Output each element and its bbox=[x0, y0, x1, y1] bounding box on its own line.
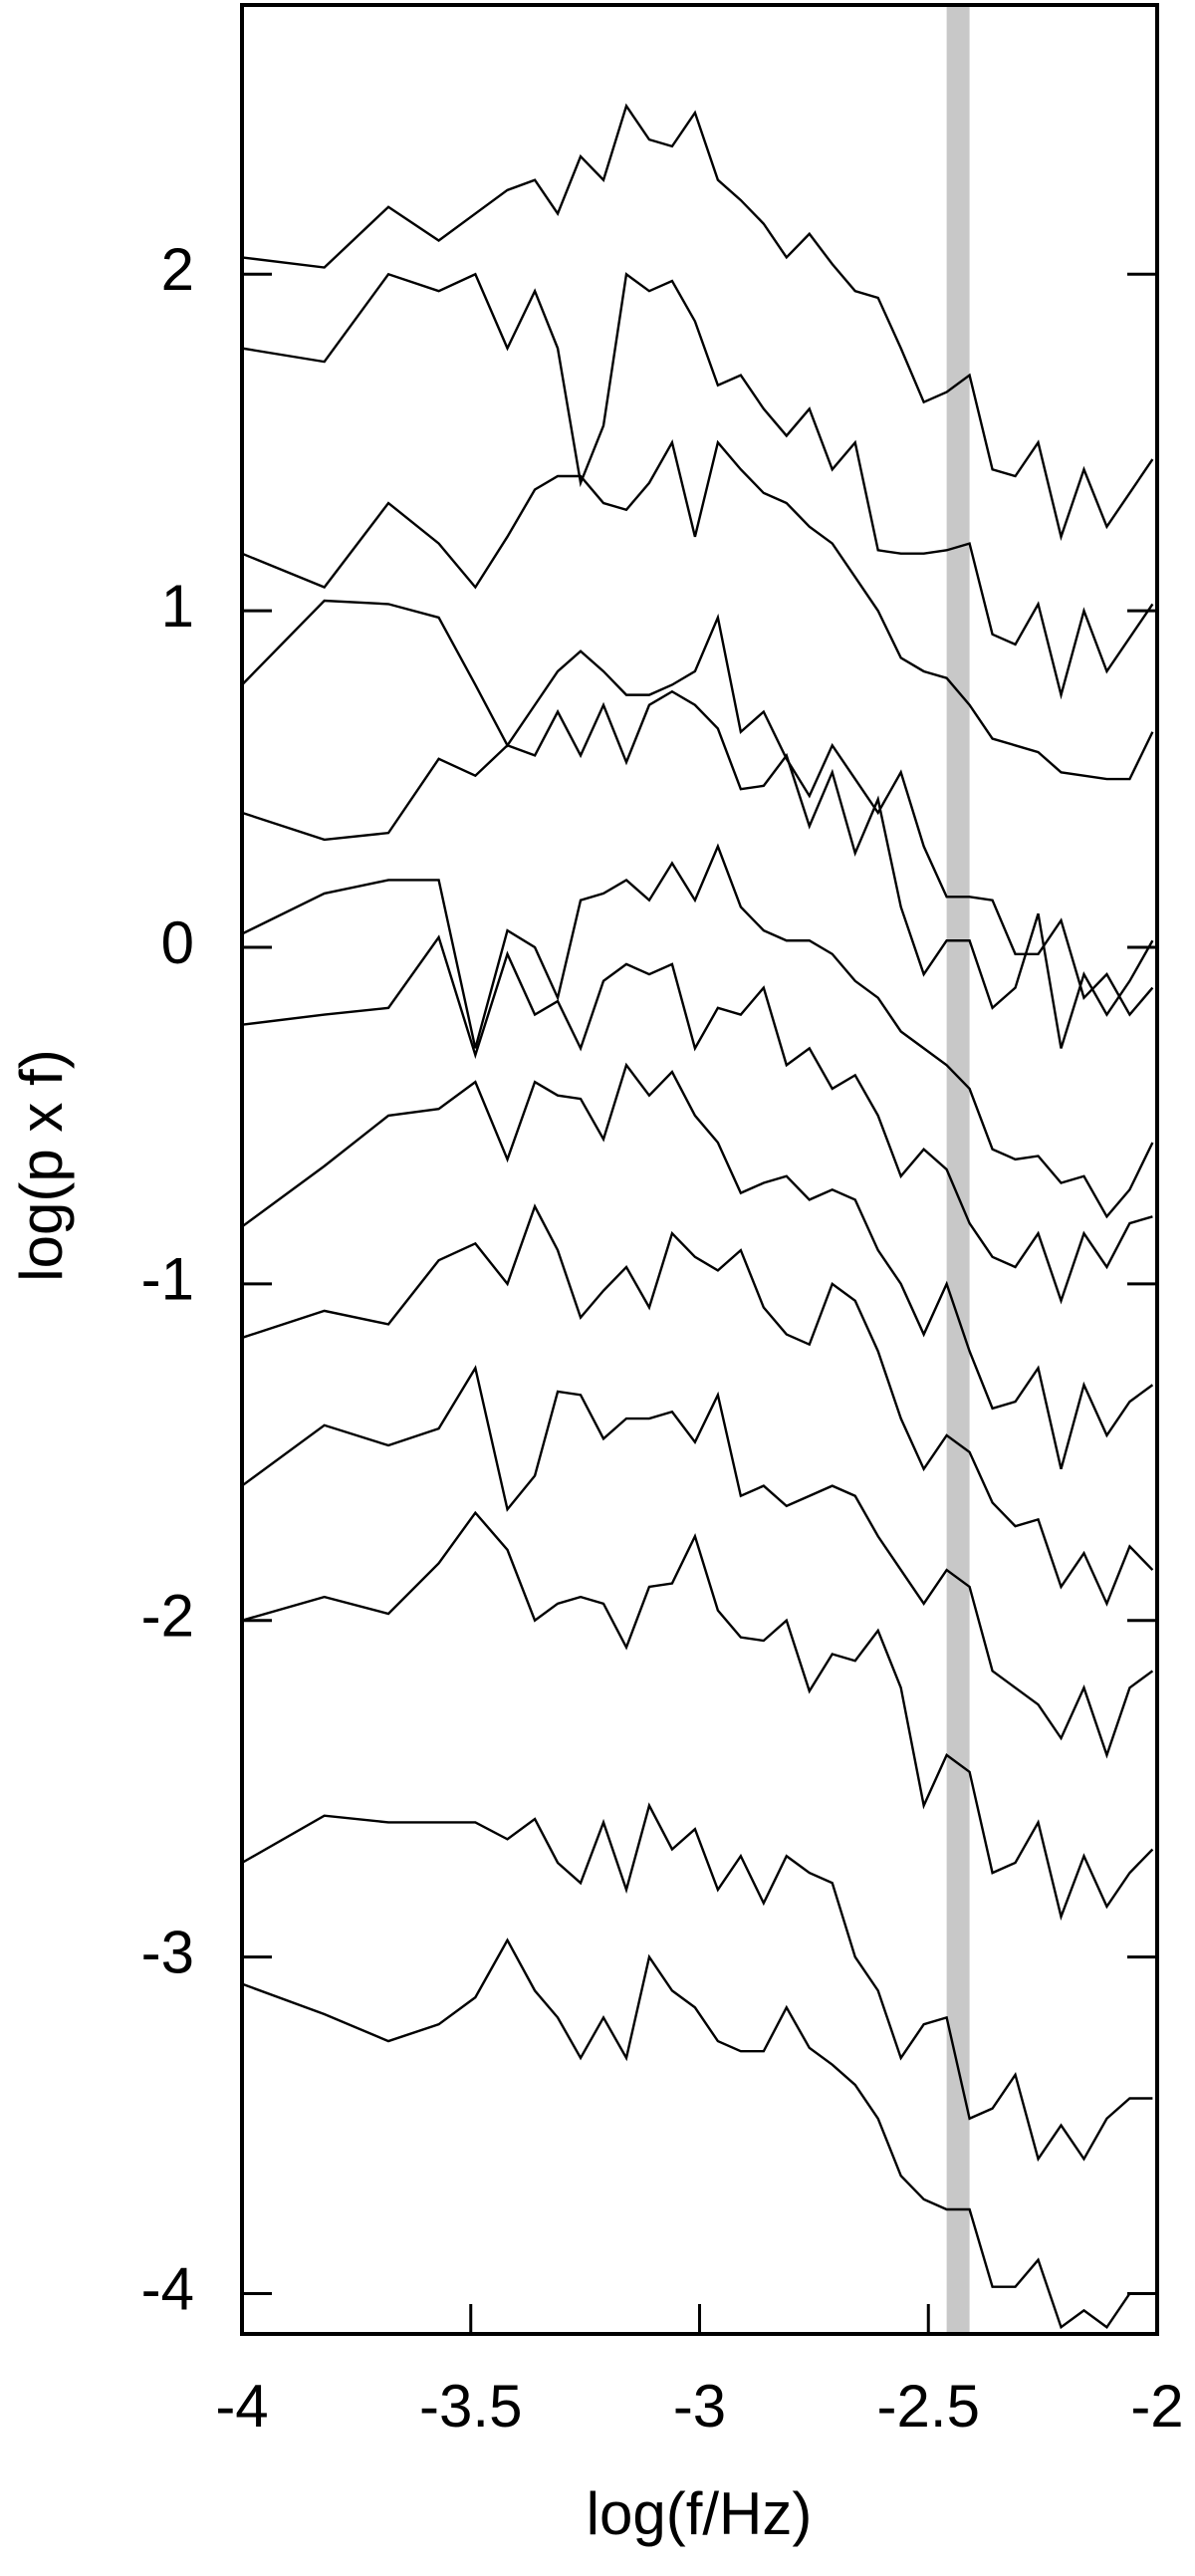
y-tick-label: -1 bbox=[141, 1246, 194, 1313]
x-tick-label: -3 bbox=[673, 2373, 726, 2440]
x-tick-label: -4 bbox=[215, 2373, 268, 2440]
y-tick-label: 2 bbox=[161, 236, 194, 303]
y-tick-label: -4 bbox=[141, 2255, 194, 2322]
y-tick-label: 1 bbox=[161, 573, 194, 640]
shaded-band bbox=[946, 5, 970, 2334]
plot-frame bbox=[240, 3, 1159, 2336]
y-tick-label: -3 bbox=[141, 1919, 194, 1985]
axis-layer: -4 -3 -2 -1 0 1 2 -4 -3.5 -3 -2.5 -2 bbox=[141, 236, 1184, 2440]
series-line bbox=[242, 1802, 1153, 2163]
x-axis-title: log(f/Hz) bbox=[587, 2480, 813, 2547]
series-line bbox=[242, 438, 1154, 781]
series-line bbox=[242, 599, 1154, 1017]
series-line bbox=[242, 689, 1154, 1049]
band-layer bbox=[946, 5, 970, 2334]
series-line bbox=[242, 1062, 1154, 1470]
series-line bbox=[242, 934, 1153, 1305]
y-axis-title: log(p x f) bbox=[8, 1049, 75, 1281]
y-tick-label: -2 bbox=[141, 1583, 194, 1650]
series-line bbox=[242, 1365, 1154, 1759]
y-tick-label: 0 bbox=[161, 909, 194, 976]
series-line bbox=[242, 1510, 1154, 1922]
series-line bbox=[242, 1203, 1154, 1607]
line-layer bbox=[242, 103, 1154, 2330]
series-line bbox=[242, 843, 1154, 1219]
x-tick-label: -3.5 bbox=[419, 2373, 522, 2440]
x-tick-label: -2.5 bbox=[877, 2373, 980, 2440]
series-line bbox=[242, 103, 1154, 542]
x-tick-label: -2 bbox=[1130, 2373, 1183, 2440]
series-line bbox=[242, 272, 1154, 700]
series-line bbox=[242, 1937, 1153, 2330]
